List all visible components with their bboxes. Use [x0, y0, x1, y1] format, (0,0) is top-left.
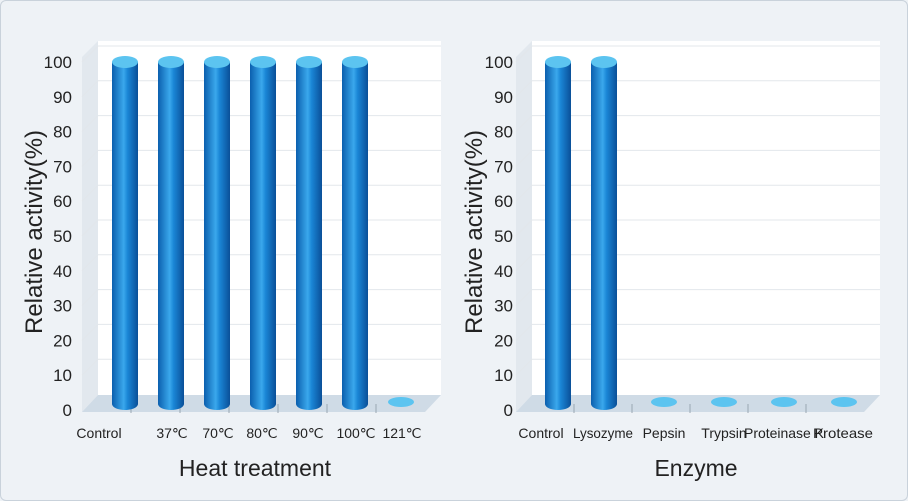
y-axis-label: Relative activity(%)	[461, 130, 488, 334]
side-wall	[82, 41, 98, 412]
x-tick-label: Proteinase K	[744, 425, 825, 441]
gridline-side	[81, 219, 99, 237]
bar	[158, 62, 184, 410]
bar-zero	[651, 397, 677, 407]
gridline-side	[515, 150, 533, 167]
y-tick-label: 100	[485, 53, 513, 72]
y-tick-label: 30	[53, 297, 72, 316]
y-tick-label: 50	[53, 227, 72, 246]
gridline-side	[515, 45, 533, 63]
bar	[545, 62, 571, 410]
y-tick-label: 90	[494, 88, 513, 107]
x-tick-label: Trypsin	[701, 425, 746, 441]
gridline-side	[515, 324, 533, 341]
y-tick-label: 70	[494, 157, 513, 176]
bar	[591, 62, 617, 410]
x-tick-label: Control	[76, 425, 121, 441]
y-axis-label: Relative activity(%)	[21, 130, 48, 334]
enzyme-chart: 0 10 20 30 40 50 60 70 80 90 100 Control Lysozyme Pep…	[461, 41, 880, 481]
bar	[112, 62, 138, 410]
bar	[342, 62, 368, 410]
side-wall	[516, 41, 532, 412]
gridline-side	[81, 254, 99, 272]
y-tick-label: 80	[53, 123, 72, 142]
x-axis-label: Enzyme	[654, 455, 737, 481]
y-tick-label: 90	[53, 88, 72, 107]
x-tick-label: Pepsin	[643, 425, 686, 441]
bar-top	[112, 56, 138, 68]
y-tick-label: 40	[494, 262, 513, 281]
y-tick-label: 40	[53, 262, 72, 281]
back-wall	[532, 41, 880, 395]
bar-top	[342, 56, 368, 68]
gridline-side	[515, 115, 533, 132]
y-tick-label: 80	[494, 123, 513, 142]
gridline-side	[81, 358, 99, 376]
gridline-side	[515, 254, 533, 272]
bar-zero	[771, 397, 797, 407]
y-tick-label: 10	[53, 366, 72, 385]
bar-top	[204, 56, 230, 68]
y-tick-label: 60	[494, 192, 513, 211]
gridline-side	[515, 289, 533, 306]
gridline-side	[515, 219, 533, 237]
y-tick-label: 20	[53, 331, 72, 350]
y-tick-label: 30	[494, 297, 513, 316]
x-tick-label: 37℃	[156, 425, 187, 441]
bar	[296, 62, 322, 410]
gridline-side	[81, 150, 99, 167]
y-tick-label: 100	[44, 53, 72, 72]
gridline-side	[81, 289, 99, 306]
bar-top	[296, 56, 322, 68]
x-tick-label: Control	[518, 425, 563, 441]
gridline-side	[81, 184, 99, 202]
y-tick-label: 0	[504, 401, 513, 420]
x-tick-label: 121℃	[382, 425, 421, 441]
y-tick-label: 60	[53, 192, 72, 211]
gridline-side	[81, 80, 99, 98]
bar-zero	[388, 397, 414, 407]
bar-top	[591, 56, 617, 68]
x-tick-label: 80℃	[246, 425, 277, 441]
x-tick-label: 100℃	[336, 425, 375, 441]
y-tick-label: 70	[53, 157, 72, 176]
bar-top	[158, 56, 184, 68]
bar-top	[250, 56, 276, 68]
y-tick-label: 50	[494, 227, 513, 246]
bar-top	[545, 56, 571, 68]
gridline-side	[81, 45, 99, 63]
y-tick-label: 10	[494, 366, 513, 385]
bar-zero	[711, 397, 737, 407]
gridline-side	[81, 115, 99, 132]
heat-treatment-chart: 0 10 20 30 40 50 60 70 80 90 100 Control 37℃ 70℃ 80℃ 90…	[21, 41, 441, 481]
gridline-side	[515, 358, 533, 376]
gridline-side	[81, 324, 99, 341]
y-tick-label: 20	[494, 331, 513, 350]
gridline-side	[515, 184, 533, 202]
x-tick-label: 90℃	[292, 425, 323, 441]
bar	[250, 62, 276, 410]
x-tick-label: Lysozyme	[573, 425, 633, 441]
x-tick-label: Protease	[813, 425, 873, 441]
bar	[204, 62, 230, 410]
y-tick-label: 0	[63, 401, 72, 420]
gridline-side	[515, 80, 533, 98]
x-tick-label: 70℃	[202, 425, 233, 441]
bar-zero	[831, 397, 857, 407]
x-axis-label: Heat treatment	[179, 455, 332, 481]
